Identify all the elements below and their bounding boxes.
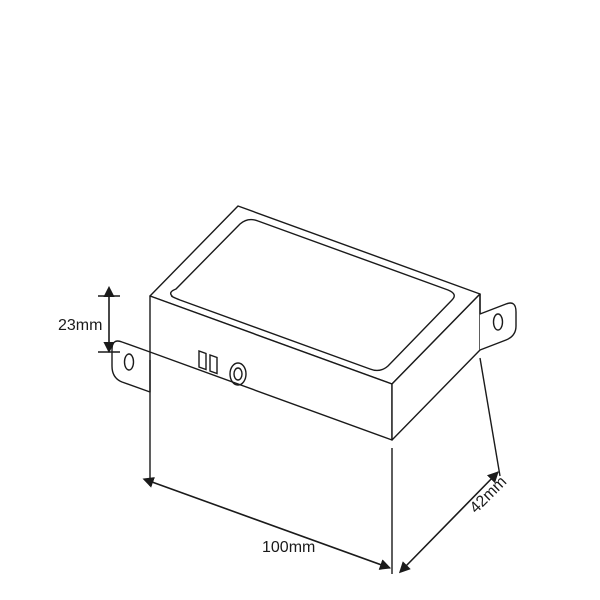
dim-width-label: 42mm [467, 473, 510, 516]
dim-height: 23mm [58, 296, 120, 352]
mount-tab-right [480, 294, 516, 350]
mount-tab-left [112, 341, 150, 392]
dimensioned-drawing: 23mm 100mm 42mm [0, 0, 600, 600]
dim-height-label: 23mm [58, 317, 102, 334]
dim-length-label: 100mm [262, 539, 315, 556]
